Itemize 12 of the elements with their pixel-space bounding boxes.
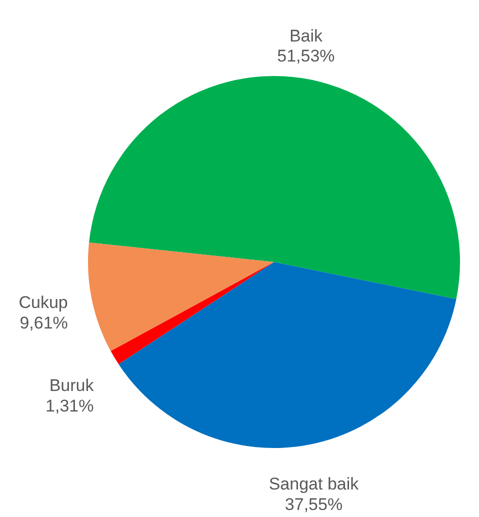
pie-slice [89,76,460,300]
pie-slice [118,262,456,448]
data-label: 9,61% [20,314,68,333]
data-label: 51,53% [277,46,335,66]
slice-label: Buruk [49,376,94,396]
slice-label: Sangat baik [268,474,360,494]
slice-label: Cukup [18,293,68,312]
pie-slice [88,242,274,352]
data-label: 1,31% [46,396,94,416]
slice-label: Baik [289,26,324,46]
pie-slice [110,262,274,364]
data-label: 37,55% [284,494,343,514]
